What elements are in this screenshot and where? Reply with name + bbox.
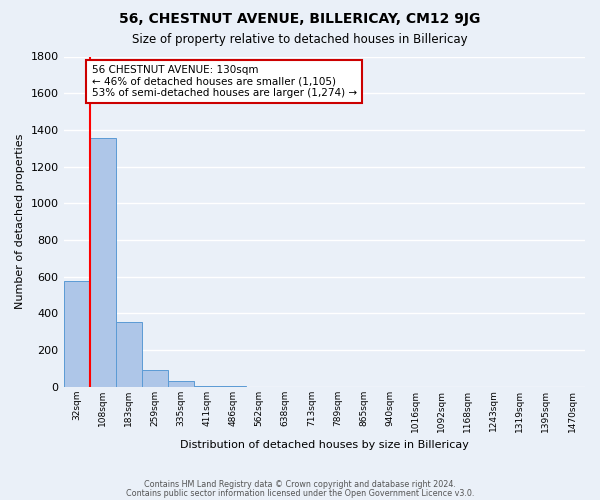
Bar	[64, 282, 89, 387]
Text: Contains HM Land Registry data © Crown copyright and database right 2024.: Contains HM Land Registry data © Crown c…	[144, 480, 456, 489]
Text: 56, CHESTNUT AVENUE, BILLERICAY, CM12 9JG: 56, CHESTNUT AVENUE, BILLERICAY, CM12 9J…	[119, 12, 481, 26]
Text: Size of property relative to detached houses in Billericay: Size of property relative to detached ho…	[132, 32, 468, 46]
Text: 56 CHESTNUT AVENUE: 130sqm
← 46% of detached houses are smaller (1,105)
53% of s: 56 CHESTNUT AVENUE: 130sqm ← 46% of deta…	[92, 65, 357, 98]
Bar	[194, 386, 220, 387]
Bar	[142, 370, 168, 387]
Bar	[89, 138, 116, 387]
Y-axis label: Number of detached properties: Number of detached properties	[15, 134, 25, 310]
Text: Contains public sector information licensed under the Open Government Licence v3: Contains public sector information licen…	[126, 489, 474, 498]
Bar	[116, 322, 142, 387]
X-axis label: Distribution of detached houses by size in Billericay: Distribution of detached houses by size …	[180, 440, 469, 450]
Bar	[168, 382, 194, 387]
